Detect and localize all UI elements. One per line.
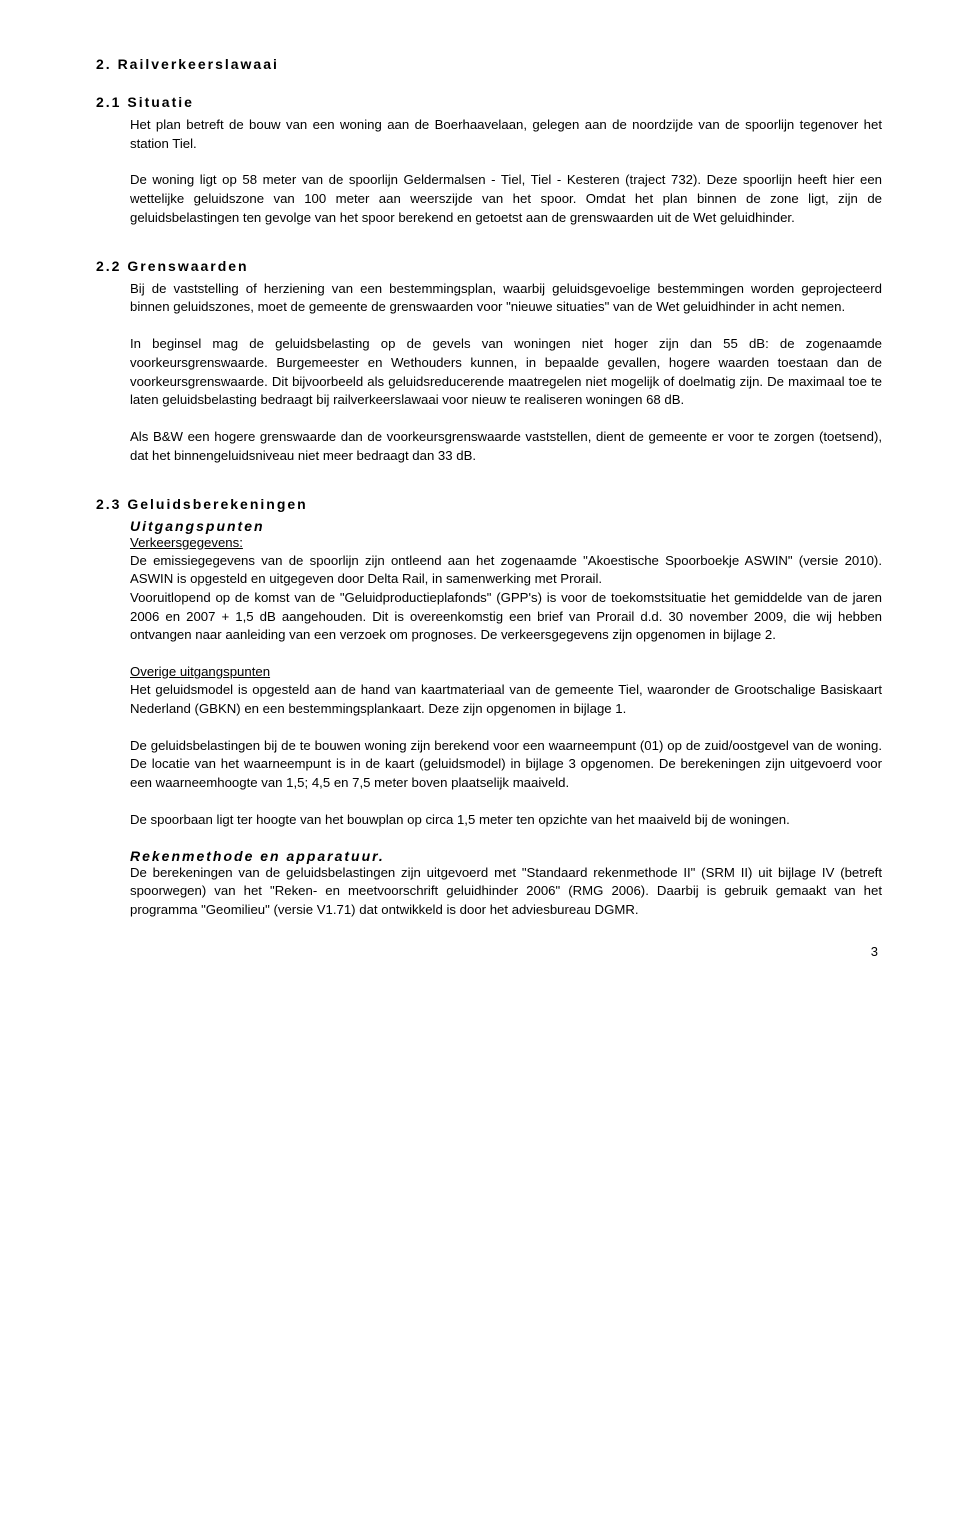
subsection-heading-uitgangspunten: Uitgangspunten bbox=[130, 518, 882, 534]
paragraph: Het plan betreft de bouw van een woning … bbox=[130, 116, 882, 153]
underline-label-overige: Overige uitgangspunten bbox=[130, 664, 270, 679]
paragraph: Het geluidsmodel is opgesteld aan de han… bbox=[130, 681, 882, 718]
paragraph: Vooruitlopend op de komst van de "Geluid… bbox=[130, 589, 882, 645]
page-number: 3 bbox=[96, 944, 882, 959]
paragraph: In beginsel mag de geluidsbelasting op d… bbox=[130, 335, 882, 410]
paragraph: De geluidsbelastingen bij de te bouwen w… bbox=[130, 737, 882, 793]
paragraph: Als B&W een hogere grenswaarde dan de vo… bbox=[130, 428, 882, 465]
paragraph: De spoorbaan ligt ter hoogte van het bou… bbox=[130, 811, 882, 830]
underline-label-verkeersgegevens: Verkeersgegevens: bbox=[130, 535, 243, 550]
section-2-body: 2.1 Situatie Het plan betreft de bouw va… bbox=[96, 94, 882, 920]
subsection-heading-rekenmethode: Rekenmethode en apparatuur. bbox=[130, 848, 882, 864]
section-2-2-heading: 2.2 Grenswaarden bbox=[96, 258, 882, 274]
section-2-3-heading: 2.3 Geluidsberekeningen bbox=[96, 496, 882, 512]
document-page: 2. Railverkeerslawaai 2.1 Situatie Het p… bbox=[0, 0, 960, 999]
section-2-heading: 2. Railverkeerslawaai bbox=[96, 56, 882, 72]
paragraph: De berekeningen van de geluidsbelastinge… bbox=[130, 864, 882, 920]
paragraph: De emissiegegevens van de spoorlijn zijn… bbox=[130, 552, 882, 589]
section-2-1-heading: 2.1 Situatie bbox=[96, 94, 882, 110]
paragraph: Bij de vaststelling of herziening van ee… bbox=[130, 280, 882, 317]
paragraph: De woning ligt op 58 meter van de spoorl… bbox=[130, 171, 882, 227]
